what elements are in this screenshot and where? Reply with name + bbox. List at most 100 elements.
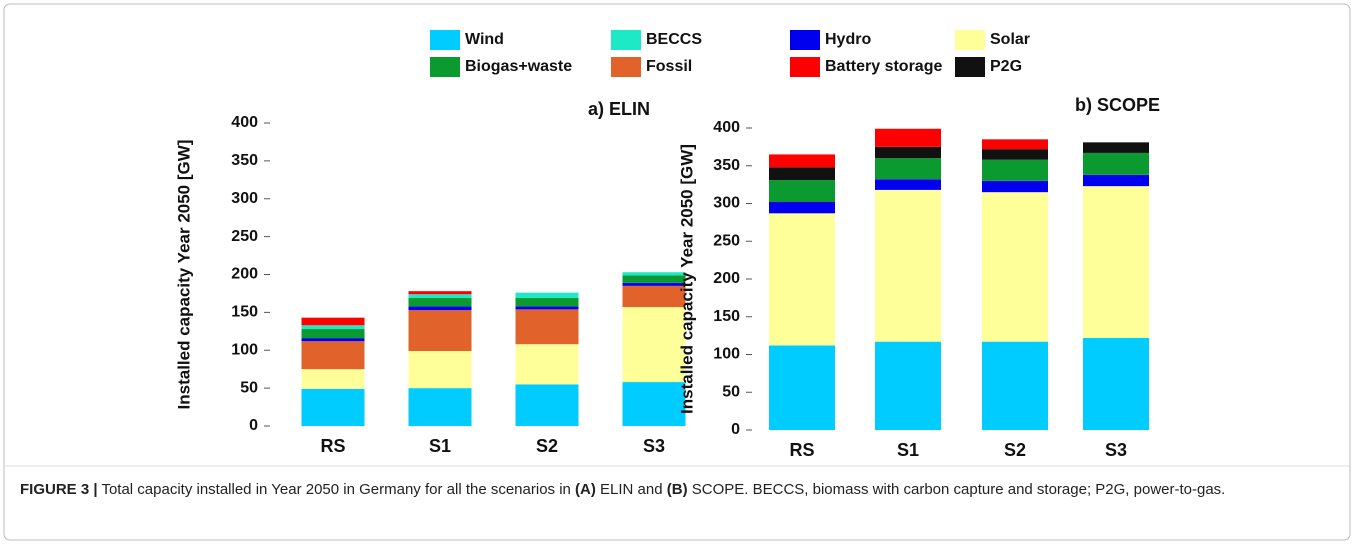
legend-label: Battery storage: [825, 58, 942, 75]
y-tick-label: 50: [240, 379, 258, 396]
chart-title: a) ELIN: [588, 99, 650, 119]
bar-segment: [1083, 142, 1149, 153]
bar-segment: [408, 291, 472, 295]
legend-swatch: [611, 30, 641, 50]
y-tick-label: 150: [231, 304, 258, 321]
y-tick-label: 350: [231, 152, 258, 169]
x-tick-label: S2: [536, 436, 558, 456]
y-tick-label: 200: [231, 266, 258, 283]
bar-segment: [301, 388, 365, 426]
legend-swatch: [430, 57, 460, 77]
bar-segment: [982, 139, 1048, 150]
legend-swatch: [611, 57, 641, 77]
bar-segment: [982, 149, 1048, 160]
bar-segment: [301, 317, 365, 326]
bar-segment: [769, 345, 835, 430]
bar-segment: [408, 297, 472, 307]
caption-text: (B): [666, 481, 688, 498]
x-tick-label: S2: [1004, 440, 1026, 460]
bar-segment: [875, 146, 941, 159]
chart-title: b) SCOPE: [1075, 95, 1160, 115]
y-tick-label: 100: [713, 346, 740, 363]
bar-segment: [769, 213, 835, 346]
y-tick-label: 400: [713, 119, 740, 136]
y-tick-label: 250: [231, 228, 258, 245]
bar-segment: [622, 382, 686, 426]
y-tick-label: 300: [713, 195, 740, 212]
bar-segment: [875, 158, 941, 180]
caption-text: Total capacity installed in Year 2050 in…: [97, 481, 576, 498]
bar-segment: [769, 201, 835, 214]
legend-swatch: [790, 57, 820, 77]
bar-segment: [769, 167, 835, 181]
y-tick-label: 0: [249, 417, 258, 434]
y-tick-label: 350: [713, 157, 740, 174]
x-tick-label: S1: [429, 436, 451, 456]
bar-segment: [301, 329, 365, 339]
bar-segment: [875, 341, 941, 430]
frame: [3, 3, 1351, 541]
legend-label: Solar: [990, 31, 1030, 48]
y-tick-label: 400: [231, 114, 258, 131]
bar-segment: [622, 282, 686, 286]
bar-segment: [515, 344, 579, 385]
legend-label: Wind: [465, 31, 504, 48]
y-tick-label: 100: [231, 341, 258, 358]
y-tick-label: 150: [713, 308, 740, 325]
caption-text: (A): [575, 481, 596, 498]
bar-segment: [875, 128, 941, 147]
x-tick-label: S3: [1105, 440, 1127, 460]
bar-segment: [515, 297, 579, 307]
y-tick-label: 250: [713, 232, 740, 249]
y-tick-label: 200: [713, 270, 740, 287]
bar-segment: [622, 275, 686, 283]
caption-text: FIGURE 3 |: [20, 481, 98, 498]
bar-segment: [1083, 186, 1149, 338]
legend-label: P2G: [990, 58, 1022, 75]
bar-segment: [408, 306, 472, 311]
y-tick-label: 50: [722, 383, 740, 400]
bar-segment: [982, 192, 1048, 342]
x-tick-label: RS: [320, 436, 345, 456]
y-tick-label: 300: [231, 190, 258, 207]
x-tick-label: S3: [643, 436, 665, 456]
bar-segment: [515, 384, 579, 426]
legend-swatch: [955, 57, 985, 77]
caption-text: SCOPE. BECCS, biomass with carbon captur…: [687, 481, 1226, 498]
y-tick-label: 0: [731, 421, 740, 438]
bar-segment: [622, 307, 686, 383]
bar-segment: [622, 272, 686, 276]
bar-segment: [301, 369, 365, 389]
bar-segment: [515, 309, 579, 345]
bar-segment: [982, 180, 1048, 193]
bar-segment: [875, 179, 941, 190]
bar-segment: [408, 294, 472, 298]
legend-label: Biogas+waste: [465, 58, 572, 75]
legend-swatch: [955, 30, 985, 50]
y-axis-label: Installed capacity Year 2050 [GW]: [174, 140, 193, 410]
bar-segment: [982, 159, 1048, 181]
bar-segment: [301, 341, 365, 370]
legend-label: Fossil: [646, 58, 692, 75]
x-tick-label: S1: [897, 440, 919, 460]
legend-swatch: [790, 30, 820, 50]
bar-segment: [982, 341, 1048, 430]
bar-segment: [515, 292, 579, 298]
legend-label: BECCS: [646, 31, 702, 48]
bar-segment: [622, 285, 686, 308]
bar-segment: [769, 154, 835, 168]
legend-swatch: [430, 30, 460, 50]
bar-segment: [408, 351, 472, 389]
bar-segment: [408, 388, 472, 426]
legend-label: Hydro: [825, 31, 871, 48]
bar-segment: [1083, 174, 1149, 187]
bar-segment: [769, 180, 835, 202]
bar-segment: [1083, 337, 1149, 430]
caption-text: ELIN and: [595, 481, 667, 498]
y-axis-label: Installed capacity Year 2050 [GW]: [677, 144, 696, 414]
bar-segment: [875, 189, 941, 342]
bar-segment: [1083, 152, 1149, 175]
bar-segment: [515, 306, 579, 310]
